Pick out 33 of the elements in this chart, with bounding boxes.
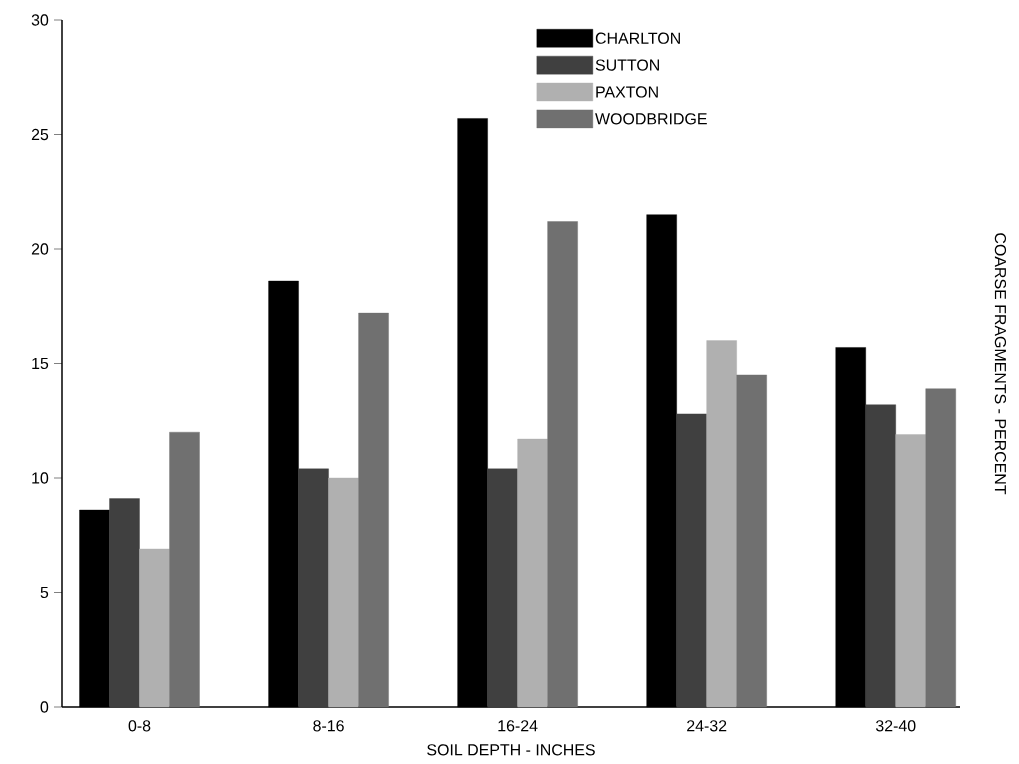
bar <box>139 548 170 708</box>
legend-label: PAXTON <box>596 86 658 98</box>
bar <box>547 221 578 708</box>
bar <box>895 434 926 708</box>
bar <box>736 374 767 708</box>
y-axis-title: COARSE FRAGMENTS - PERCENT <box>994 233 1007 495</box>
x-tick-label: 24-32 <box>687 720 727 732</box>
bar <box>358 312 389 708</box>
y-tick-label: 5 <box>40 586 49 599</box>
bar <box>328 477 359 708</box>
y-tick-label: 10 <box>32 472 49 484</box>
y-tick-label: 15 <box>32 357 49 370</box>
bar <box>706 340 737 708</box>
legend-label: WOODBRIDGE <box>595 113 707 125</box>
bar <box>676 413 707 708</box>
y-tick-label: 30 <box>31 14 49 26</box>
y-tick-label: 25 <box>31 128 49 141</box>
bar <box>865 404 896 708</box>
y-tick-label: 20 <box>31 243 49 255</box>
x-axis-title: SOIL DEPTH - INCHES <box>427 744 595 756</box>
bar <box>487 468 518 708</box>
x-tick-label: 16-24 <box>498 720 538 732</box>
bar <box>109 498 140 708</box>
x-tick-label: 8-16 <box>313 720 344 732</box>
legend-label: CHARLTON <box>595 32 680 44</box>
bar <box>517 438 548 708</box>
bar <box>925 388 956 708</box>
x-tick-label: 0-8 <box>128 720 151 732</box>
x-tick-label: 32-40 <box>875 720 916 732</box>
y-tick-label: 0 <box>40 701 49 713</box>
legend-label: SUTTON <box>595 59 659 71</box>
bar <box>169 432 200 708</box>
bar <box>298 468 329 708</box>
